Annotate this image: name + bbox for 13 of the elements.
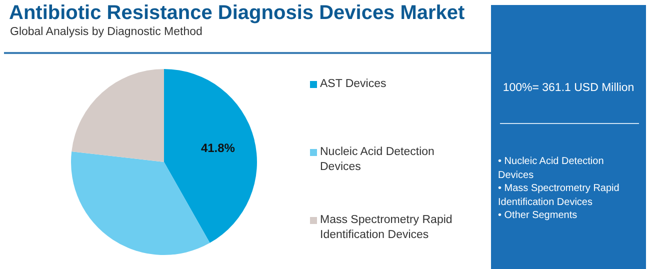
pie-slice bbox=[71, 152, 210, 255]
text: 100%= 361.1 USD Million bbox=[502, 82, 636, 94]
text: • Mass Spectrometry Rapid Identification Devices bbox=[498, 182, 620, 209]
pie-slice bbox=[164, 69, 257, 243]
text: • Other Segments bbox=[498, 209, 578, 222]
text: • Nucleic Acid Detection Devices bbox=[498, 155, 605, 182]
chart-title: Antibiotic Resistance Diagnosis Devices Market bbox=[9, 2, 465, 25]
data-label: 41.8% bbox=[200, 140, 236, 155]
chart-subtitle: Global Analysis by Diagnostic Method bbox=[10, 26, 202, 38]
pie-slice bbox=[72, 69, 164, 162]
legend-label: Nucleic Acid Detection Devices bbox=[320, 145, 436, 175]
legend-label: Mass Spectrometry Rapid Identification Devices bbox=[320, 213, 454, 243]
legend-label: AST Devices bbox=[320, 77, 388, 92]
